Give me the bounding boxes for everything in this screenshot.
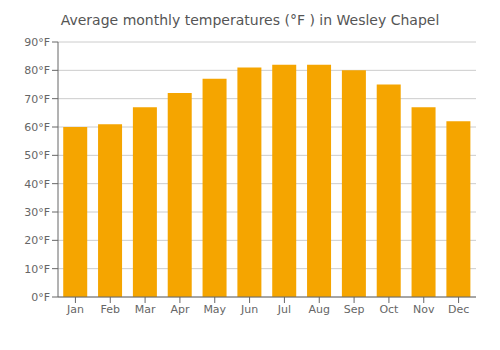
svg-text:90°F: 90°F [24,36,50,49]
svg-text:Nov: Nov [413,303,435,316]
svg-text:Sep: Sep [344,303,365,316]
svg-text:20°F: 20°F [24,234,50,247]
svg-text:80°F: 80°F [24,64,50,77]
svg-text:50°F: 50°F [24,149,50,162]
svg-text:60°F: 60°F [24,121,50,134]
svg-text:Apr: Apr [170,303,190,316]
svg-text:70°F: 70°F [24,93,50,106]
svg-text:0°F: 0°F [31,291,50,304]
svg-text:10°F: 10°F [24,263,50,276]
svg-text:30°F: 30°F [24,206,50,219]
svg-text:Aug: Aug [309,303,330,316]
svg-text:Jun: Jun [240,303,258,316]
svg-text:Feb: Feb [101,303,120,316]
svg-text:Dec: Dec [448,303,469,316]
svg-text:Mar: Mar [135,303,156,316]
svg-text:Jul: Jul [277,303,291,316]
svg-text:Oct: Oct [379,303,399,316]
html-text:Average monthly temperatures (: Average monthly temperatures (°F ) in We… [60,12,440,28]
svg-text:40°F: 40°F [24,178,50,191]
svg-text:Jan: Jan [66,303,84,316]
svg-text:May: May [203,303,226,316]
